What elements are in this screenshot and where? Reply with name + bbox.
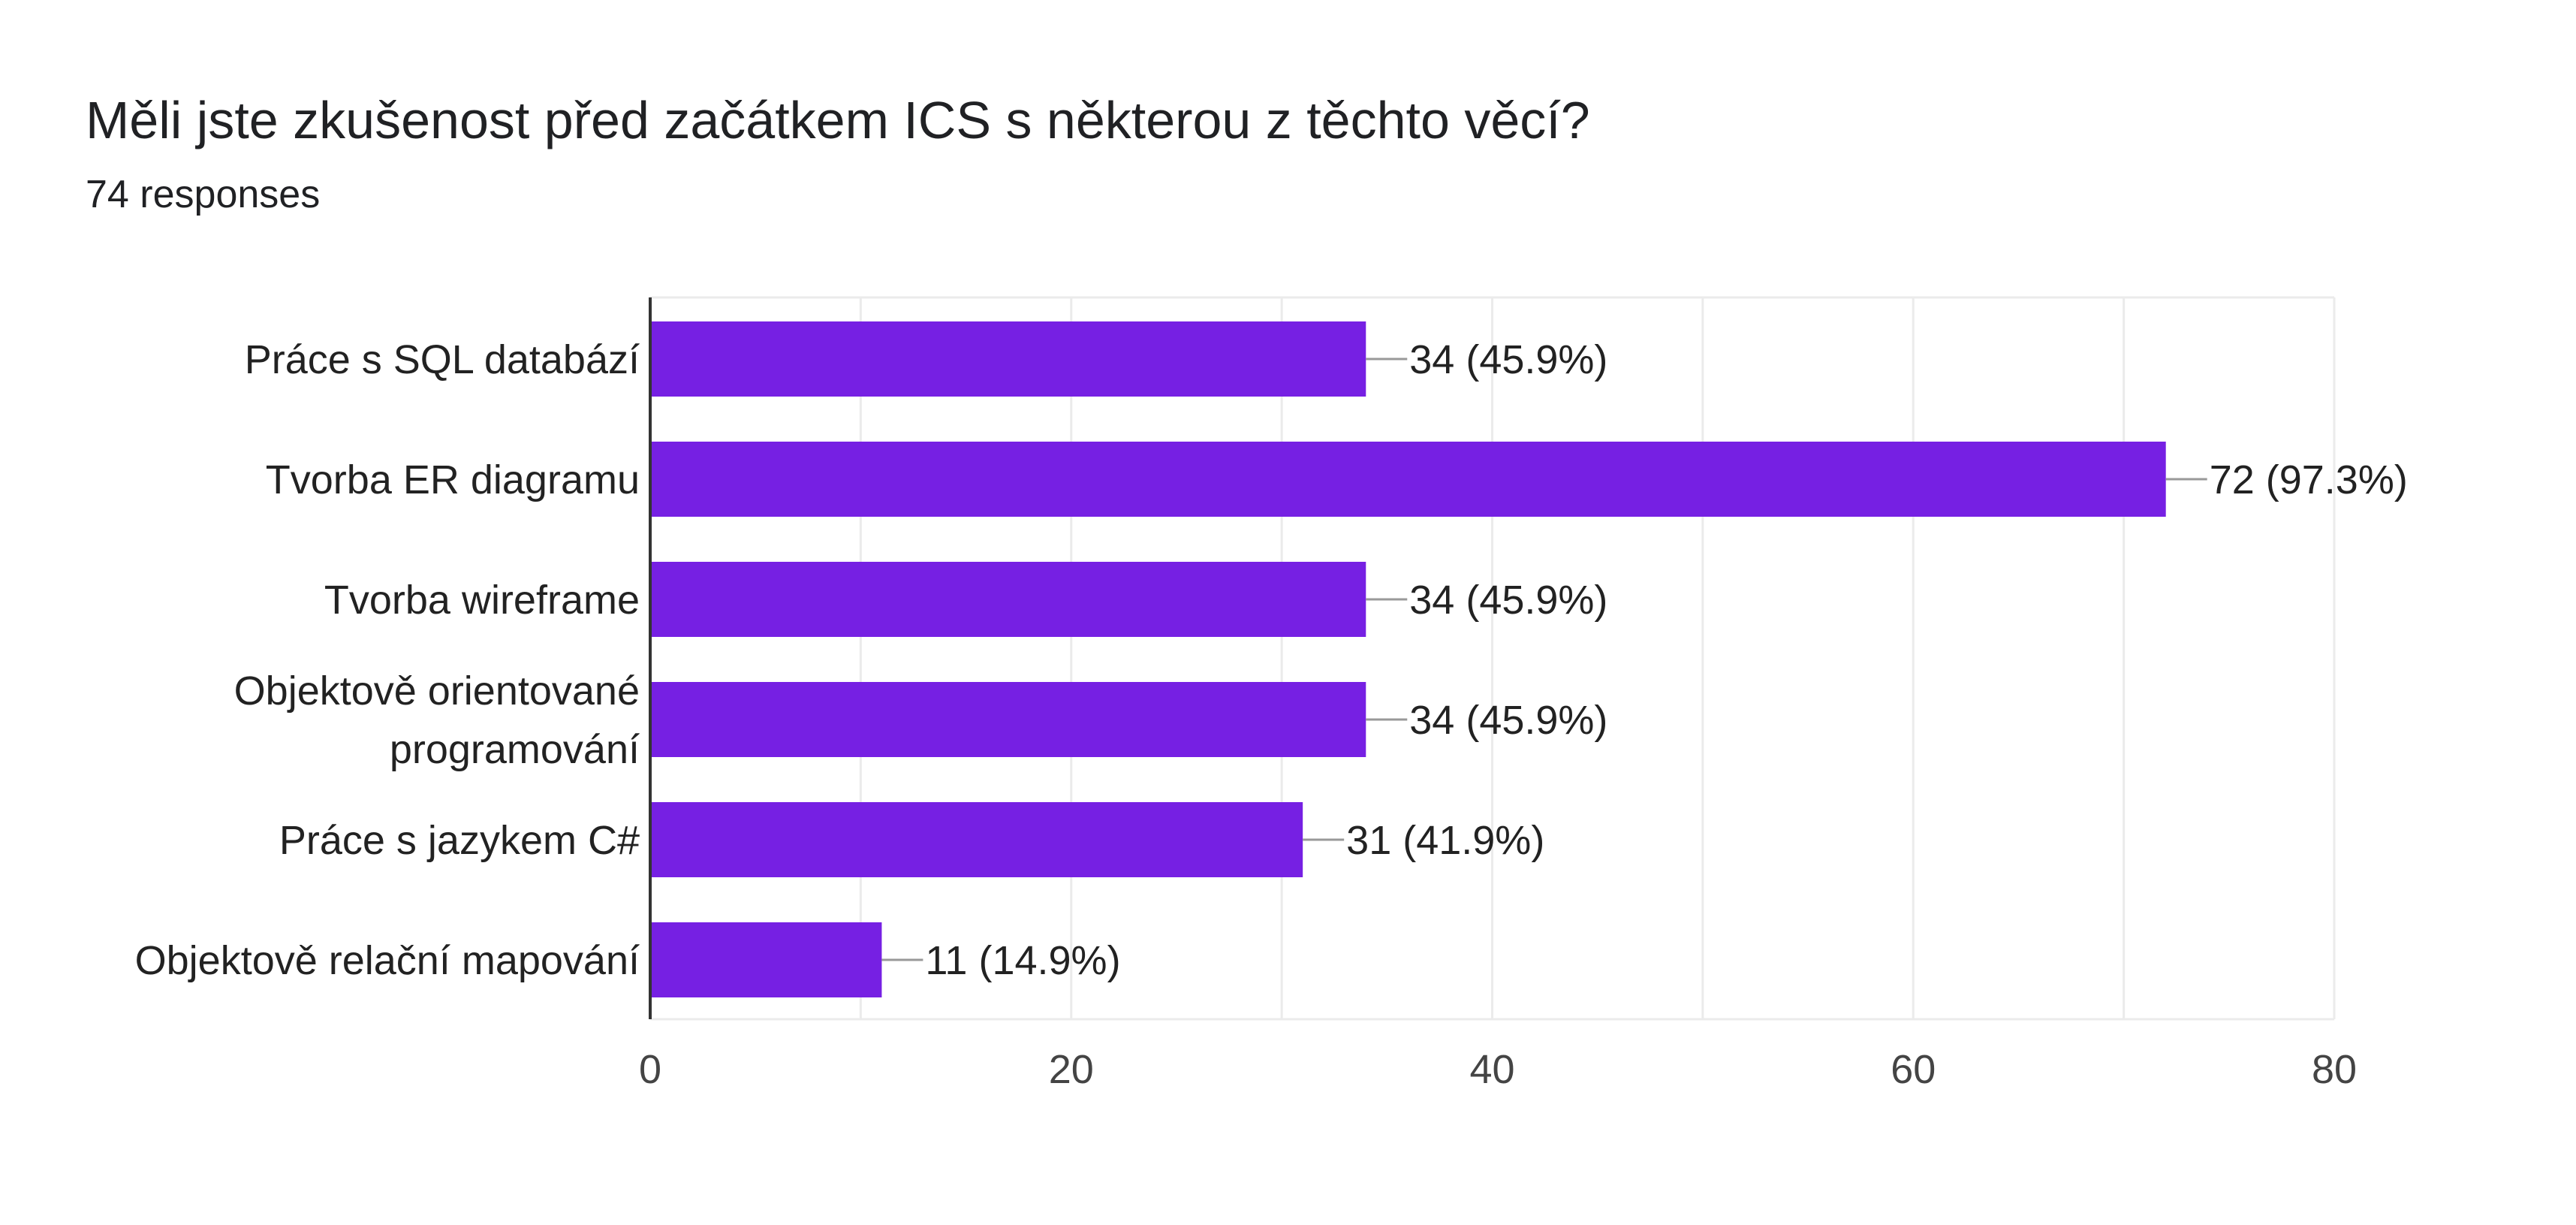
data-label: 34 (45.9%) <box>1409 578 1607 623</box>
labels: 0 20 40 60 80 34 (45.9%) Práce s SQL databází 7… <box>135 297 2408 1092</box>
bar <box>650 802 1303 877</box>
response-count: 74 responses <box>86 173 321 216</box>
bar <box>650 682 1366 757</box>
category-label: Tvorba ER diagramu <box>266 457 640 502</box>
bar <box>650 922 882 997</box>
data-label: 31 (41.9%) <box>1346 818 1544 863</box>
x-tick-label: 60 <box>1891 1047 1936 1092</box>
category-label: Objektově orientované <box>234 668 640 714</box>
category-label: Tvorba wireframe <box>324 578 640 623</box>
gridlines <box>650 296 2336 1021</box>
x-tick-label: 0 <box>639 1047 661 1092</box>
x-tick-label: 80 <box>2312 1047 2357 1092</box>
x-tick-label: 20 <box>1049 1047 1094 1092</box>
data-label: 72 (97.3%) <box>2210 457 2408 502</box>
category-label: Objektově relační mapování <box>135 938 640 983</box>
bar <box>650 442 2166 517</box>
x-tick-label: 40 <box>1469 1047 1514 1092</box>
data-label: 34 (45.9%) <box>1409 337 1607 382</box>
data-label: 11 (14.9%) <box>925 938 1120 983</box>
category-label: programování <box>390 727 640 772</box>
bars <box>650 321 2166 997</box>
category-label: Práce s SQL databází <box>245 337 640 382</box>
bar <box>650 562 1366 637</box>
chart-title: Měli jste zkušenost před začátkem ICS s … <box>86 91 1590 149</box>
data-label: 34 (45.9%) <box>1409 698 1607 743</box>
category-label: Práce s jazykem C# <box>279 818 640 863</box>
bar <box>650 321 1366 397</box>
